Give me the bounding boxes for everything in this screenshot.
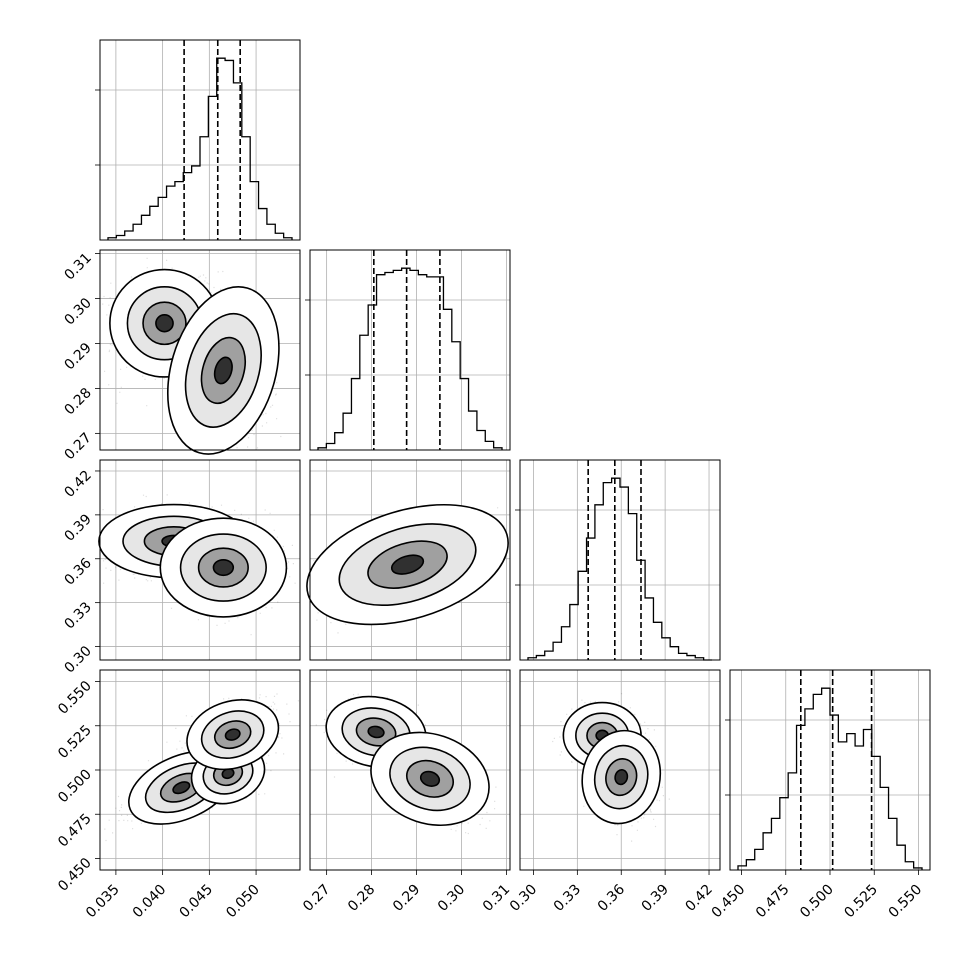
x-tick-label: 0.475 bbox=[753, 882, 793, 922]
x-tick-label: 0.525 bbox=[841, 882, 881, 922]
panel-frame bbox=[309, 669, 511, 871]
density-contour bbox=[213, 356, 233, 385]
y-tick-label: 0.31 bbox=[61, 250, 94, 283]
x-tick-label: 0.29 bbox=[390, 882, 423, 915]
x-tick-label: 0.33 bbox=[551, 882, 584, 915]
x-tick-label: 0.30 bbox=[435, 882, 468, 915]
panel-3-1: 0.27 0.28 0.29 0.30 0.31 bbox=[300, 669, 513, 915]
density-contour bbox=[224, 728, 241, 741]
histogram-2 bbox=[527, 477, 712, 661]
x-tick-label: 0.31 bbox=[480, 882, 513, 915]
panel-frame bbox=[519, 459, 721, 661]
histogram-0 bbox=[107, 57, 293, 240]
x-tick-label: 0.500 bbox=[797, 882, 837, 922]
y-tick-label: 0.500 bbox=[55, 767, 95, 807]
x-tick-label: 0.28 bbox=[345, 882, 378, 915]
y-tick-label: 0.450 bbox=[55, 855, 95, 895]
density-contour bbox=[367, 725, 385, 739]
x-tick-label: 0.045 bbox=[177, 882, 217, 922]
y-tick-label: 0.27 bbox=[61, 430, 94, 463]
panel-frame bbox=[99, 249, 301, 451]
y-tick-label: 0.39 bbox=[61, 511, 94, 544]
panel-1-1 bbox=[305, 249, 511, 451]
panel-3-2: 0.30 0.33 0.36 0.39 0.42 bbox=[507, 669, 721, 915]
panel-2-0: 0.30 0.33 0.36 0.39 0.42 bbox=[61, 459, 301, 676]
y-tick-label: 0.28 bbox=[61, 385, 94, 418]
y-tick-label: 0.33 bbox=[61, 599, 94, 632]
panel-1-0: 0.27 0.28 0.29 0.30 0.31 bbox=[61, 249, 301, 463]
panel-frame bbox=[99, 39, 301, 241]
x-tick-label: 0.040 bbox=[130, 882, 170, 922]
density-contour bbox=[212, 558, 235, 577]
panel-2-1 bbox=[306, 459, 511, 661]
y-tick-label: 0.42 bbox=[61, 467, 94, 500]
y-tick-label: 0.550 bbox=[55, 678, 95, 718]
y-tick-label: 0.475 bbox=[55, 811, 95, 851]
density-contour bbox=[419, 770, 441, 787]
density-contour bbox=[614, 768, 629, 786]
panel-2-2 bbox=[515, 459, 721, 661]
y-tick-label: 0.29 bbox=[61, 340, 94, 373]
histogram-3 bbox=[737, 687, 923, 870]
y-tick-label: 0.30 bbox=[61, 295, 94, 328]
y-tick-label: 0.36 bbox=[61, 555, 94, 588]
density-contour bbox=[172, 781, 191, 795]
density-contour bbox=[155, 314, 174, 333]
x-tick-label: 0.30 bbox=[507, 882, 540, 915]
panel-frame bbox=[99, 459, 301, 661]
panel-0-0 bbox=[95, 39, 301, 241]
panel-frame bbox=[519, 669, 721, 871]
panel-frame bbox=[309, 459, 511, 661]
x-tick-label: 0.050 bbox=[223, 882, 263, 922]
x-tick-label: 0.36 bbox=[595, 881, 628, 914]
panel-frame bbox=[309, 249, 511, 451]
y-tick-label: 0.525 bbox=[55, 722, 95, 762]
x-tick-label: 0.39 bbox=[639, 882, 672, 915]
density-contour bbox=[390, 554, 425, 575]
histogram-1 bbox=[317, 267, 503, 450]
y-tick-label: 0.30 bbox=[61, 643, 94, 676]
panel-3-3: 0.450 0.475 0.500 0.525 0.550 bbox=[709, 669, 931, 922]
x-tick-label: 0.550 bbox=[886, 882, 926, 922]
x-tick-label: 0.27 bbox=[300, 882, 333, 915]
x-tick-label: 0.450 bbox=[709, 882, 749, 922]
x-tick-label: 0.035 bbox=[83, 882, 123, 922]
